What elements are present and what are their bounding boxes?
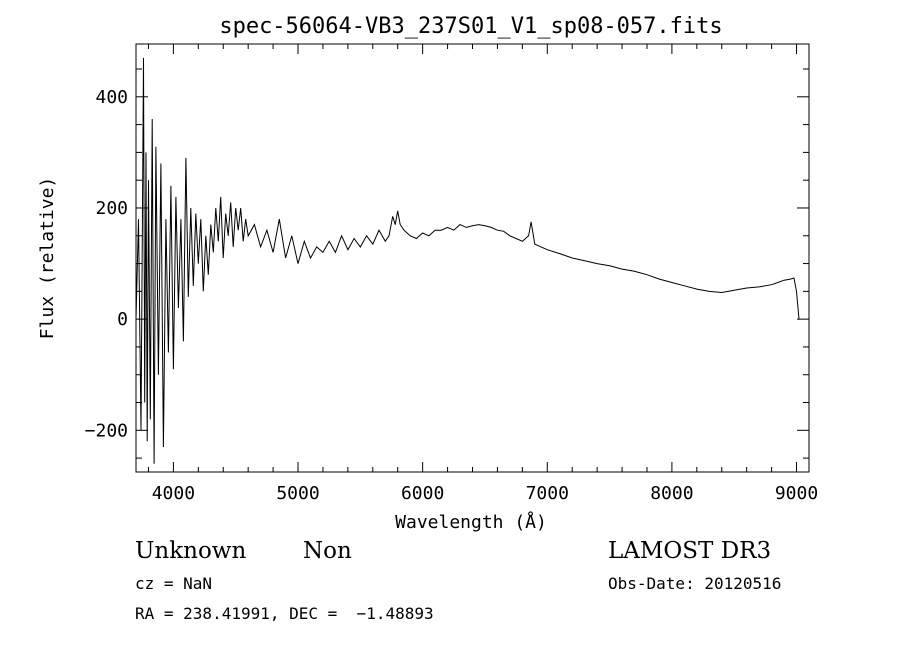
coordinates: RA = 238.41991, DEC = −1.48893 [135, 604, 434, 623]
redshift-cz: cz = NaN [135, 574, 213, 593]
x-axis-label: Wavelength (Å) [395, 511, 547, 533]
survey-name: LAMOST DR3 [608, 538, 772, 564]
chart-title: spec-56064-VB3_237S01_V1_sp08-057.fits [219, 14, 722, 39]
x-tick-label: 4000 [152, 483, 195, 504]
x-tick-label: 8000 [650, 483, 693, 504]
x-tick-label: 5000 [276, 483, 319, 504]
y-tick-label: −200 [85, 420, 128, 441]
object-class: Unknown [135, 538, 247, 564]
x-tick-label: 7000 [526, 483, 569, 504]
x-tick-label: 9000 [775, 483, 818, 504]
object-subclass: Non [303, 538, 352, 564]
y-tick-label: 0 [117, 309, 128, 330]
y-tick-label: 400 [95, 87, 128, 108]
x-tick-label: 6000 [401, 483, 444, 504]
plot-frame [135, 43, 810, 473]
axis-ticks [136, 44, 809, 472]
y-tick-labels: −200 0 200 400 [85, 87, 128, 442]
x-tick-labels: 4000 5000 6000 7000 8000 9000 [152, 483, 819, 504]
spectrum-line [135, 57, 800, 464]
y-tick-label: 200 [95, 198, 128, 219]
observation-date: Obs-Date: 20120516 [608, 574, 782, 593]
y-axis-label: Flux (relative) [37, 177, 58, 340]
